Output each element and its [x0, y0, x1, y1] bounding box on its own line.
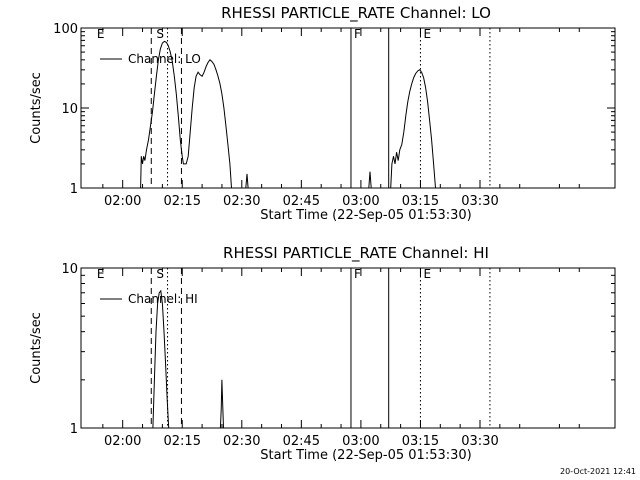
data-series-line	[368, 171, 372, 189]
legend-label: Channel: LO	[128, 52, 201, 66]
x-axis-label: Start Time (22-Sep-05 01:53:30)	[260, 448, 471, 463]
chart-panel-hi: RHESSI PARTICLE_RATE Channel: HI 02:00 02:…	[29, 244, 616, 463]
x-axis-label: Start Time (22-Sep-05 01:53:30)	[260, 208, 471, 223]
marker-label: E	[97, 267, 105, 281]
chart-title: RHESSI PARTICLE_RATE Channel: LO	[221, 4, 491, 23]
data-series-line	[390, 69, 436, 189]
y-tick-label: 1	[70, 182, 78, 197]
marker-label: S	[156, 267, 164, 281]
x-tick-label: 03:30	[461, 194, 498, 209]
y-tick-label: 10	[61, 262, 78, 277]
chart-title: RHESSI PARTICLE_RATE Channel: HI	[223, 244, 489, 263]
legend-label: Channel: HI	[128, 292, 198, 306]
x-tick-label: 02:45	[283, 434, 320, 449]
x-tick-label: 02:00	[104, 194, 141, 209]
x-tick-label: 03:15	[402, 434, 439, 449]
x-tick-label: 03:30	[461, 434, 498, 449]
chart-panel-lo: RHESSI PARTICLE_RATE Channel: LO 02:00 02:…	[29, 4, 616, 223]
plot-frame	[80, 267, 616, 429]
x-tick-label: 02:15	[164, 194, 201, 209]
data-series-line	[140, 40, 232, 189]
plot-timestamp: 20-Oct-2021 12:41	[560, 467, 636, 476]
y-axis-label: Counts/sec	[29, 72, 44, 144]
marker-label: F	[354, 267, 361, 281]
y-axis-label: Counts/sec	[29, 312, 44, 384]
x-tick-label: 02:00	[104, 434, 141, 449]
x-tick-label: 02:30	[223, 194, 260, 209]
data-series-line	[219, 379, 224, 429]
x-tick-label: 03:00	[342, 194, 379, 209]
x-tick-label: 02:45	[283, 194, 320, 209]
x-tick-label: 02:15	[164, 434, 201, 449]
marker-label: S	[156, 27, 164, 41]
y-tick-label: 1	[70, 422, 78, 437]
data-series-line	[152, 289, 170, 429]
marker-label: F	[354, 27, 361, 41]
marker-label: E	[97, 27, 105, 41]
marker-label: E	[423, 27, 431, 41]
x-tick-label: 03:15	[402, 194, 439, 209]
x-tick-label: 03:00	[342, 434, 379, 449]
data-series-line	[245, 173, 249, 189]
y-tick-label: 100	[53, 22, 78, 37]
y-tick-label: 10	[61, 102, 78, 117]
marker-label: E	[423, 267, 431, 281]
x-tick-label: 02:30	[223, 434, 260, 449]
